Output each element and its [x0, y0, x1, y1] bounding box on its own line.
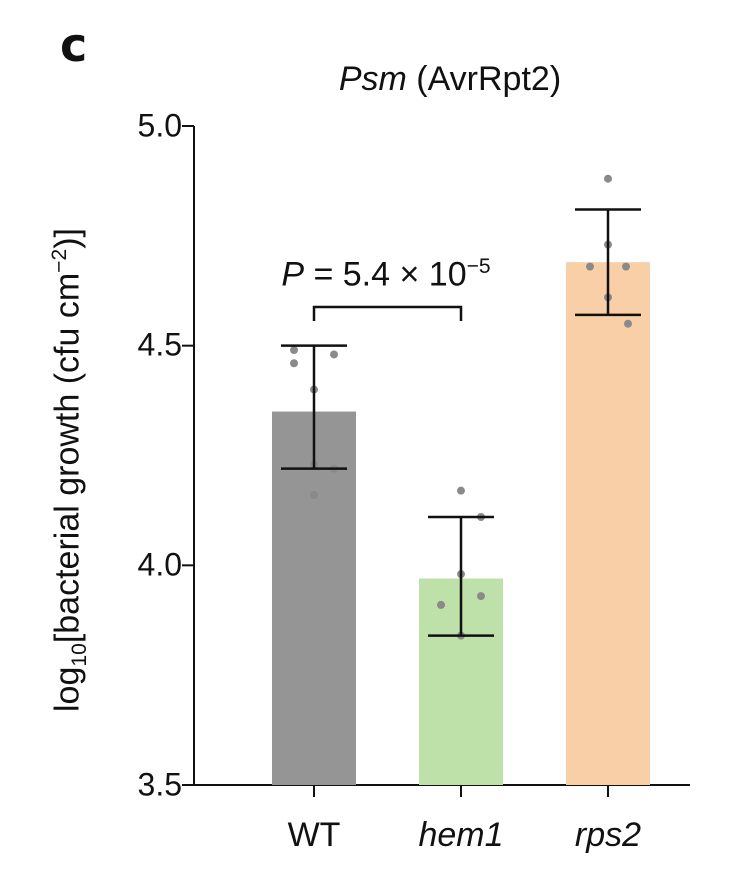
data-point: [330, 350, 338, 359]
x-tick-label: WT: [287, 816, 341, 854]
p-text: = 5.4 × 10: [304, 255, 467, 294]
bar-rps2: [566, 262, 650, 785]
data-point: [477, 592, 485, 601]
data-point: [604, 174, 612, 183]
bar-wt: [272, 411, 356, 785]
title-italic: Psm: [338, 60, 407, 98]
panel-label: c: [60, 18, 88, 72]
data-point: [290, 346, 298, 355]
chart-title: Psm (AvrRpt2): [200, 62, 700, 96]
p-exponent: −5: [466, 255, 491, 278]
significance-bracket: [312, 305, 463, 321]
data-point: [622, 262, 630, 271]
y-tick-label: 4.0: [137, 546, 182, 583]
title-rest: (AvrRpt2): [406, 60, 562, 98]
y-tick-label: 3.5: [137, 766, 182, 803]
x-tick-label: hem1: [418, 816, 504, 854]
data-point: [310, 491, 318, 500]
p-symbol: P: [281, 255, 305, 294]
data-point: [586, 262, 594, 271]
data-point: [290, 359, 298, 368]
x-tick-label: rps2: [574, 816, 642, 854]
data-point: [457, 486, 465, 495]
y-tick-label: 4.5: [137, 326, 182, 363]
data-point: [437, 600, 445, 609]
y-tick-label: 5.0: [137, 107, 182, 144]
p-value-annotation: P = 5.4 × 10−5: [281, 255, 490, 294]
data-point: [624, 319, 632, 328]
